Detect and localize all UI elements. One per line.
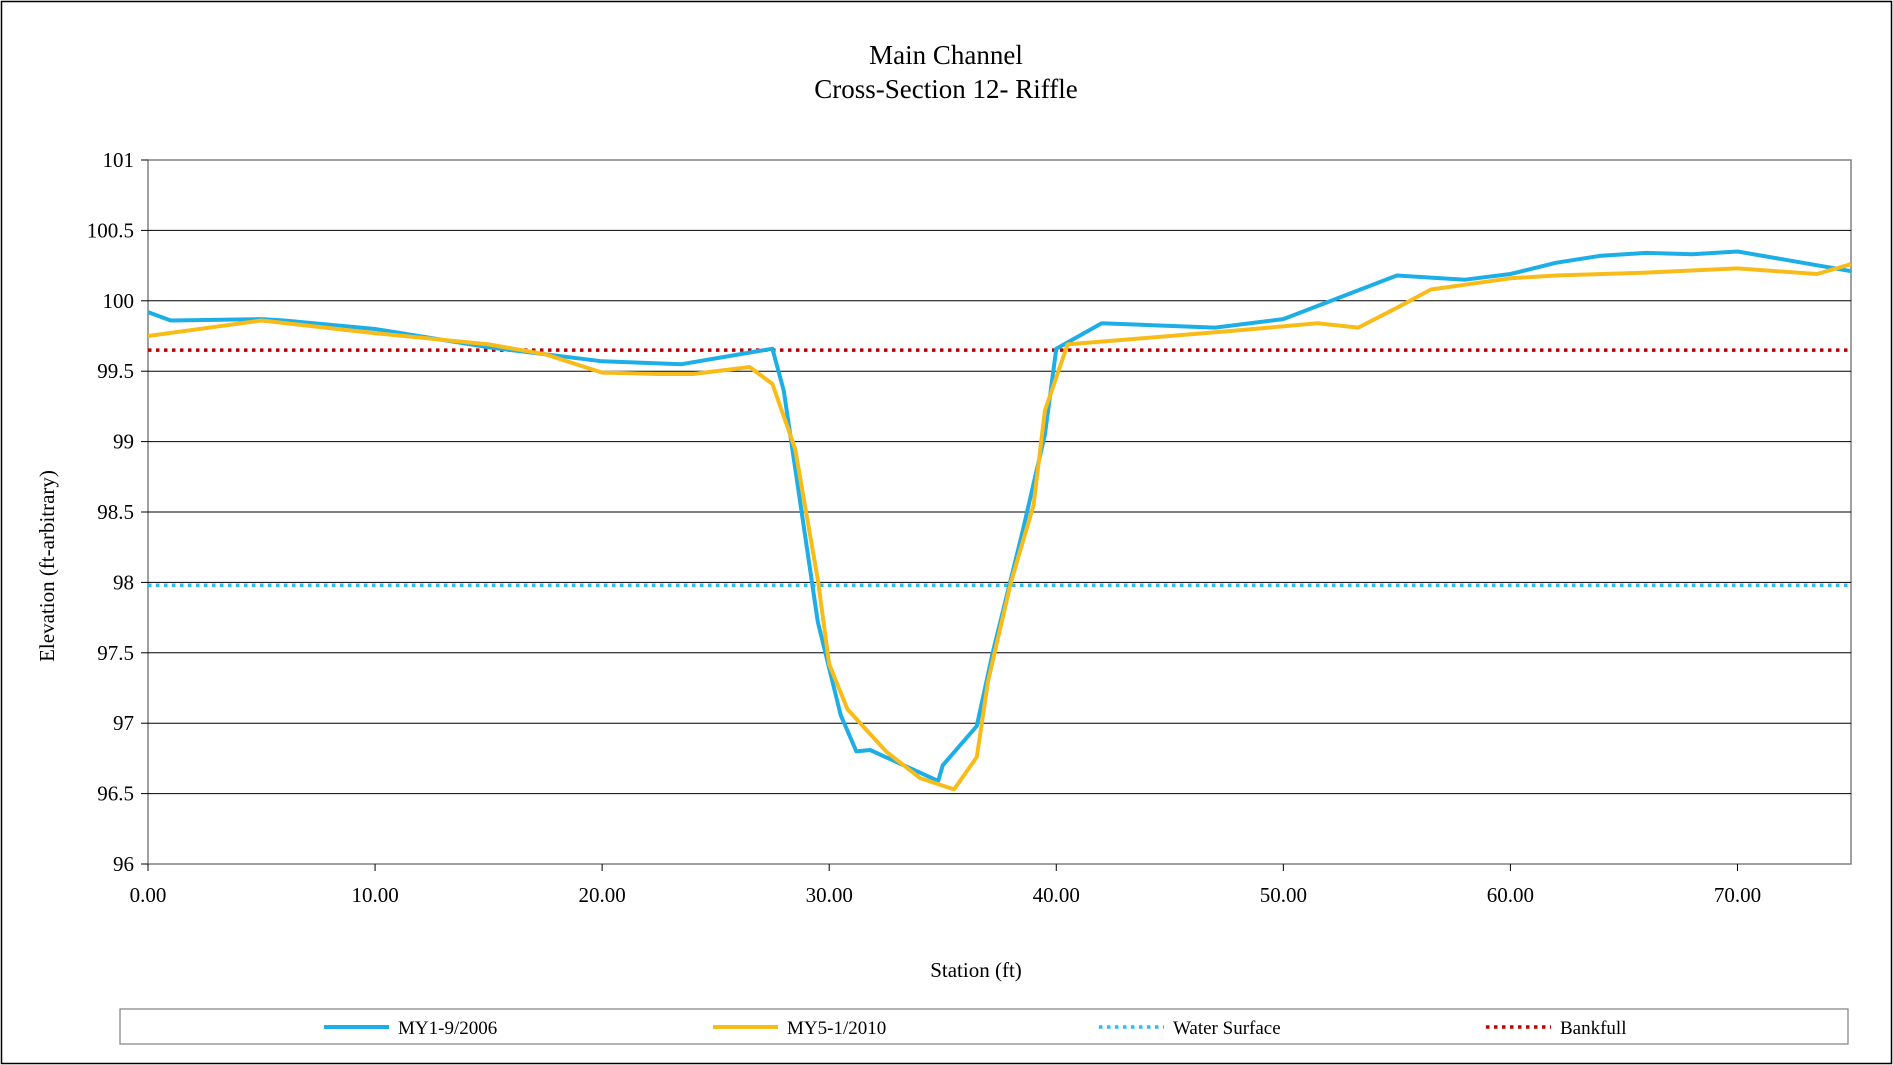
x-tick-label: 10.00 — [351, 883, 398, 907]
y-tick-label: 96 — [113, 852, 134, 876]
chart-subtitle: Cross-Section 12- Riffle — [814, 74, 1077, 104]
x-tick-label: 60.00 — [1487, 883, 1534, 907]
x-tick-label: 50.00 — [1260, 883, 1307, 907]
y-axis-ticks: 96 96.5 97 97.5 98 98.5 99 99.5 100 100.5 101 — [87, 148, 148, 876]
x-tick-label: 20.00 — [579, 883, 626, 907]
y-tick-label: 100.5 — [87, 218, 134, 242]
legend-box — [119, 1008, 1849, 1045]
legend-label: Water Surface — [1173, 1018, 1281, 1039]
y-tick-label: 98 — [113, 570, 134, 594]
legend-label: MY1-9/2006 — [398, 1018, 497, 1039]
y-tick-label: 100 — [103, 289, 135, 313]
series-line-my5-1-2010 — [148, 262, 1851, 792]
y-tick-label: 99 — [113, 430, 134, 454]
x-tick-label: 40.00 — [1033, 883, 1080, 907]
legend-label: MY5-1/2010 — [787, 1018, 886, 1039]
grid-lines — [148, 229, 1851, 795]
y-tick-label: 99.5 — [97, 359, 134, 383]
x-axis-ticks: 0.00 10.00 20.00 30.00 40.00 50.00 60.00 70.00 — [130, 864, 1761, 907]
y-tick-label: 96.5 — [97, 782, 134, 806]
legend: MY1-9/2006 MY5-1/2010 Water Surface Bankful… — [324, 1018, 1627, 1039]
x-tick-label: 0.00 — [130, 883, 167, 907]
y-tick-label: 101 — [103, 148, 135, 172]
series-lines — [148, 249, 1851, 792]
y-axis-label: Elevation (ft-arbitrary) — [35, 470, 59, 662]
legend-label: Bankfull — [1560, 1018, 1627, 1039]
y-tick-label: 97.5 — [97, 641, 134, 665]
x-tick-label: 30.00 — [806, 883, 853, 907]
chart-title: Main Channel — [869, 40, 1023, 70]
y-tick-label: 97 — [113, 711, 134, 735]
y-tick-label: 98.5 — [97, 500, 134, 524]
x-axis-label: Station (ft) — [930, 958, 1022, 982]
x-tick-label: 70.00 — [1714, 883, 1761, 907]
